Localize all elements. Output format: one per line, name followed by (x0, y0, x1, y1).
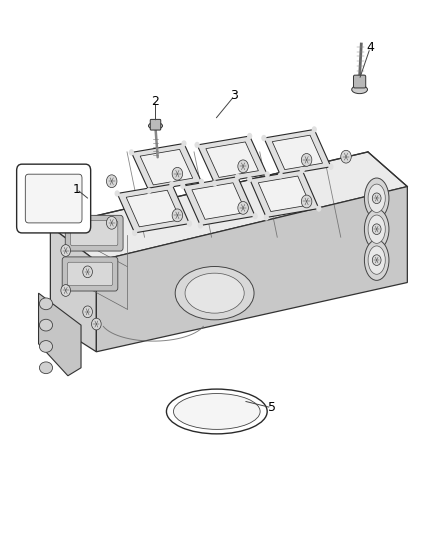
Circle shape (372, 224, 381, 235)
Text: 5: 5 (268, 401, 276, 414)
Ellipse shape (173, 393, 260, 430)
Circle shape (235, 174, 240, 180)
Ellipse shape (368, 246, 385, 274)
Circle shape (83, 266, 92, 278)
Ellipse shape (368, 215, 385, 244)
Ellipse shape (364, 178, 389, 219)
Circle shape (187, 221, 192, 227)
Polygon shape (126, 190, 180, 227)
Circle shape (106, 175, 117, 188)
Circle shape (278, 172, 283, 179)
Polygon shape (140, 149, 193, 185)
Circle shape (92, 318, 101, 330)
Circle shape (247, 133, 252, 139)
Circle shape (265, 171, 270, 177)
Ellipse shape (364, 209, 389, 249)
Circle shape (115, 190, 120, 197)
Polygon shape (96, 187, 407, 352)
Circle shape (83, 306, 92, 318)
Polygon shape (197, 136, 267, 183)
Circle shape (199, 179, 204, 185)
Ellipse shape (39, 319, 53, 331)
FancyBboxPatch shape (62, 257, 118, 291)
Circle shape (252, 213, 258, 220)
Circle shape (194, 142, 200, 148)
Circle shape (301, 154, 312, 166)
Polygon shape (50, 152, 407, 261)
Circle shape (180, 183, 186, 189)
Circle shape (238, 160, 248, 173)
Polygon shape (183, 177, 255, 225)
Ellipse shape (368, 184, 385, 213)
FancyBboxPatch shape (25, 174, 82, 223)
Circle shape (341, 150, 351, 163)
Circle shape (372, 255, 381, 265)
Circle shape (247, 176, 252, 182)
Polygon shape (272, 135, 322, 169)
Polygon shape (192, 183, 246, 220)
Circle shape (212, 180, 217, 187)
Ellipse shape (39, 362, 53, 374)
Ellipse shape (148, 123, 162, 129)
Polygon shape (264, 130, 331, 175)
Ellipse shape (364, 240, 389, 280)
Circle shape (261, 135, 266, 141)
Polygon shape (117, 184, 189, 233)
Circle shape (264, 214, 269, 221)
Polygon shape (206, 142, 258, 177)
Text: 1: 1 (73, 183, 81, 196)
Circle shape (238, 201, 248, 214)
Polygon shape (131, 143, 201, 191)
Circle shape (301, 195, 312, 208)
Circle shape (61, 245, 71, 256)
Circle shape (132, 230, 137, 236)
Circle shape (198, 222, 203, 229)
FancyBboxPatch shape (150, 119, 161, 130)
Circle shape (106, 216, 117, 229)
Text: 4: 4 (366, 42, 374, 54)
FancyBboxPatch shape (71, 221, 118, 246)
Text: 2: 2 (152, 95, 159, 108)
Circle shape (181, 140, 187, 147)
Circle shape (300, 167, 305, 173)
Ellipse shape (352, 85, 367, 94)
Circle shape (129, 149, 134, 156)
FancyBboxPatch shape (353, 75, 366, 88)
Circle shape (172, 209, 183, 222)
Ellipse shape (185, 273, 244, 313)
Circle shape (311, 126, 317, 133)
Polygon shape (258, 176, 310, 212)
Circle shape (146, 188, 152, 194)
Circle shape (61, 285, 71, 296)
Ellipse shape (39, 341, 53, 352)
Polygon shape (39, 293, 81, 376)
Ellipse shape (39, 298, 53, 310)
FancyBboxPatch shape (67, 262, 113, 286)
Polygon shape (50, 227, 96, 352)
Circle shape (172, 167, 183, 180)
Circle shape (328, 164, 334, 170)
Text: 3: 3 (230, 90, 238, 102)
Polygon shape (250, 170, 319, 217)
FancyBboxPatch shape (17, 164, 91, 233)
Circle shape (316, 205, 321, 212)
Circle shape (372, 193, 381, 204)
Ellipse shape (175, 266, 254, 320)
FancyBboxPatch shape (65, 215, 123, 251)
Ellipse shape (166, 389, 267, 434)
Circle shape (170, 181, 174, 187)
